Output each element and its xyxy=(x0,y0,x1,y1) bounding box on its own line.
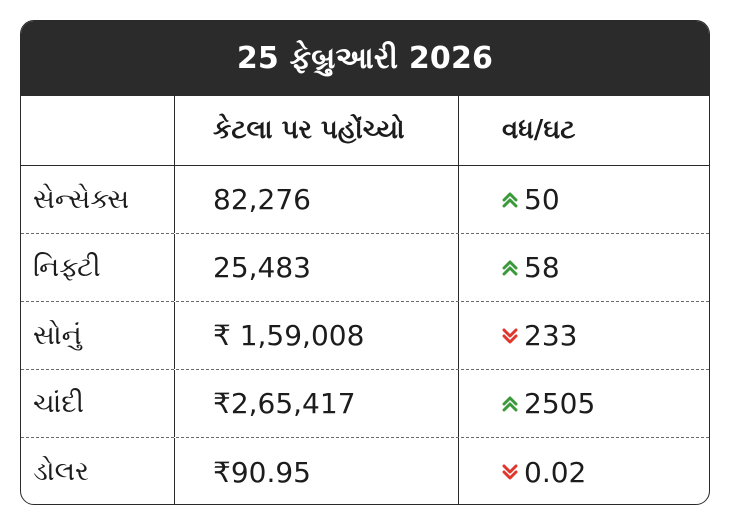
header-item xyxy=(21,96,175,165)
row-name: સોનું xyxy=(21,302,175,369)
market-table: કેટલા પર પહોંચ્યો વધ/ઘટ સેન્સેક્સ 82,276… xyxy=(21,96,709,504)
double-chevron-down-icon xyxy=(502,328,518,343)
row-value: 25,483 xyxy=(175,234,459,301)
table-row: ચાંદી ₹2,65,417 2505 xyxy=(21,370,709,438)
row-change: 0.02 xyxy=(524,455,587,489)
row-value: ₹2,65,417 xyxy=(175,370,459,437)
double-chevron-up-icon xyxy=(502,396,518,411)
row-change-cell: 233 xyxy=(459,302,709,369)
double-chevron-down-icon xyxy=(502,464,518,480)
double-chevron-up-icon xyxy=(502,260,518,275)
row-name: નિફ્ટી xyxy=(21,234,175,301)
row-name: સેન્સેક્સ xyxy=(21,166,175,233)
row-value: ₹90.95 xyxy=(175,438,459,504)
header-change: વધ/ઘટ xyxy=(502,115,576,145)
table-header-row: કેટલા પર પહોંચ્યો વધ/ઘટ xyxy=(21,96,709,166)
row-value: ₹ 1,59,008 xyxy=(175,302,459,369)
row-change: 58 xyxy=(524,251,560,284)
page-title: 25 ફેબ્રુઆરી 2026 xyxy=(236,41,494,76)
header-value: કેટલા પર પહોંચ્યો xyxy=(175,96,459,165)
row-change-cell: 2505 xyxy=(459,370,709,437)
row-name: ડોલર xyxy=(21,438,175,504)
row-value: 82,276 xyxy=(175,166,459,233)
row-change-cell: 0.02 xyxy=(459,438,709,504)
title-bar: 25 ફેબ્રુઆરી 2026 xyxy=(21,21,709,96)
double-chevron-up-icon xyxy=(502,192,518,207)
row-change-cell: 58 xyxy=(459,234,709,301)
table-row: સેન્સેક્સ 82,276 50 xyxy=(21,166,709,234)
table-row: ડોલર ₹90.95 0.02 xyxy=(21,438,709,504)
table-row: સોનું ₹ 1,59,008 233 xyxy=(21,302,709,370)
row-change-cell: 50 xyxy=(459,166,709,233)
row-name: ચાંદી xyxy=(21,370,175,437)
market-summary-card: 25 ફેબ્રુઆરી 2026 કેટલા પર પહોંચ્યો વધ/ઘ… xyxy=(20,20,710,505)
row-change: 50 xyxy=(524,183,560,216)
table-row: નિફ્ટી 25,483 58 xyxy=(21,234,709,302)
row-change: 2505 xyxy=(524,387,596,420)
row-change: 233 xyxy=(524,319,578,352)
